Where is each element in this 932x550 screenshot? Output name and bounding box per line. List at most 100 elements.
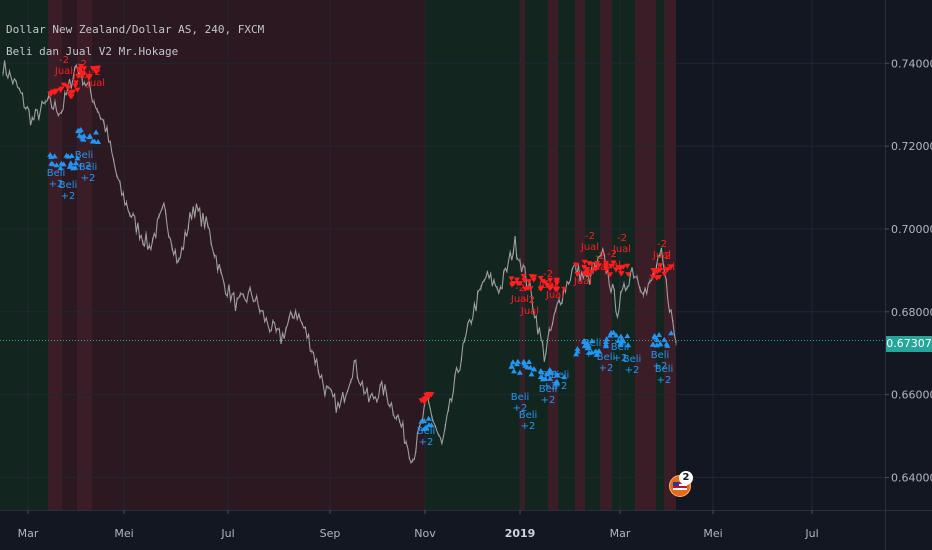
signal-band [558, 0, 575, 510]
sell-arrow [91, 66, 98, 72]
time-tick-label: Jul [804, 527, 818, 540]
buy-arrow [603, 336, 610, 342]
sell-arrow [513, 277, 520, 283]
buy-value-label: +2 [625, 365, 640, 376]
buy-arrow [656, 331, 663, 337]
price-tick-label: 0.68000 [891, 306, 932, 319]
buy-arrow [513, 361, 520, 367]
sell-arrow [510, 281, 517, 287]
sell-arrow [602, 266, 609, 272]
buy-arrow [625, 342, 632, 348]
sell-value-label: -2 [59, 55, 69, 66]
signal-band [600, 0, 612, 510]
sell-label: Jual [538, 280, 557, 291]
buy-arrow [426, 422, 433, 428]
buy-arrow [65, 153, 72, 159]
signal-band [575, 0, 585, 510]
signal-band [635, 0, 656, 510]
buy-label: Beli [75, 150, 94, 161]
sell-arrow [547, 277, 554, 283]
sell-arrow [588, 269, 595, 275]
grid-lines [0, 0, 885, 510]
price-axis-bg [885, 0, 932, 550]
buy-arrow [527, 364, 534, 370]
buy-arrow [509, 359, 516, 365]
buy-value-label: +2 [61, 191, 76, 202]
sell-label: Jual [590, 262, 609, 273]
buy-arrow [521, 360, 528, 366]
buy-arrow [91, 138, 98, 144]
buy-arrow [70, 165, 77, 171]
buy-arrow [66, 163, 73, 169]
signal-band [107, 0, 425, 510]
events-badge[interactable]: 2 [669, 471, 693, 497]
buy-arrow [74, 155, 81, 161]
buy-arrow [656, 341, 663, 347]
buy-value-label: +2 [553, 381, 568, 392]
buy-value-label: +2 [419, 437, 434, 448]
buy-arrow [68, 153, 75, 159]
sell-arrow [661, 271, 668, 277]
sell-value-label: -2 [661, 251, 671, 262]
sell-arrow [418, 398, 425, 404]
sell-arrow [70, 89, 77, 95]
buy-arrow [72, 160, 79, 166]
time-tick-label: Nov [414, 527, 436, 540]
price-tick-label: 0.74000 [891, 57, 932, 70]
buy-arrow [624, 333, 631, 339]
sell-arrow [72, 80, 79, 86]
buy-label: Beli [655, 364, 674, 375]
buy-arrow [48, 154, 55, 160]
sell-arrow [537, 275, 544, 281]
signal-band [525, 0, 548, 510]
buy-arrow [602, 341, 609, 347]
price-axis[interactable]: 0.74000 0.72000 0.70000 0.68000 0.66000 0.640… [885, 0, 932, 550]
time-tick-label: 2019 [505, 527, 536, 540]
buy-value-label: +2 [613, 353, 628, 364]
sell-arrow [516, 281, 523, 287]
sell-arrow [520, 273, 527, 279]
sell-arrow [581, 272, 588, 278]
signal-band [664, 0, 676, 510]
buy-arrow [57, 165, 64, 171]
indicator-title[interactable]: Beli dan Jual V2 Mr.Hokage [6, 45, 179, 58]
sell-label: Jual [520, 306, 539, 317]
buy-value-label: +2 [513, 403, 528, 414]
buy-label: Beli [623, 354, 642, 365]
sell-arrow [581, 259, 588, 265]
buy-value-label: +2 [81, 173, 96, 184]
sell-arrow [86, 75, 93, 81]
buy-arrow [547, 375, 554, 381]
buy-arrow [613, 332, 620, 338]
sell-arrow [72, 83, 79, 89]
buy-arrow [588, 349, 595, 355]
sell-arrow [426, 394, 433, 400]
buy-arrow [661, 336, 668, 342]
sell-arrow [657, 263, 664, 269]
buy-label: Beli [541, 370, 560, 381]
sell-arrow [573, 262, 580, 268]
time-axis[interactable]: Mar Mei Jul Sep Nov 2019 Mar Mei Jul [0, 510, 932, 550]
sell-value-label: -2 [578, 265, 588, 276]
sell-value-label: -2 [657, 239, 667, 250]
buy-arrow [651, 334, 658, 340]
signal-band [612, 0, 635, 510]
buy-arrow [508, 363, 515, 369]
sell-arrow [594, 260, 601, 266]
sell-arrow [66, 92, 73, 98]
buy-arrow [93, 129, 100, 135]
sell-value-label: -2 [543, 269, 553, 280]
sell-value-label: -2 [607, 249, 617, 260]
sell-arrow [553, 277, 560, 283]
sell-arrow [584, 269, 591, 275]
buy-value-label: +2 [585, 349, 600, 360]
buy-arrow [664, 342, 671, 348]
sell-label: Jual [573, 276, 592, 287]
signal-band [48, 0, 62, 510]
signal-band [92, 0, 107, 510]
sell-value-label: -2 [617, 233, 627, 244]
sell-arrow [649, 274, 656, 280]
time-tick-label: Sep [320, 527, 341, 540]
buy-arrow [553, 378, 560, 384]
